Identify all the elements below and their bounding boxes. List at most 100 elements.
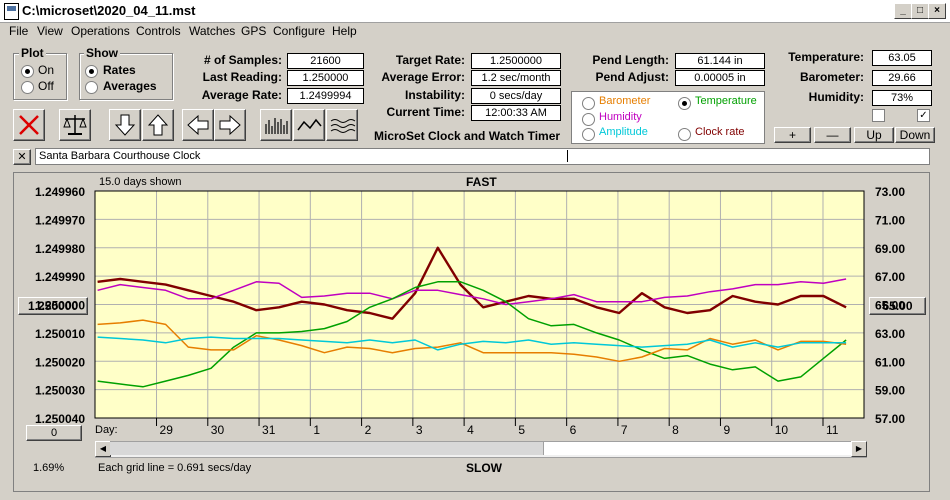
left-axis-tick: 1.249980	[35, 242, 85, 256]
left-axis-tick: 1.249990	[35, 270, 85, 284]
menu-operations[interactable]: Operations	[71, 24, 130, 38]
scrollbar-track	[110, 442, 543, 455]
current-time-label: Current Time:	[386, 105, 465, 119]
average-rate-label: Average Rate:	[201, 88, 282, 102]
last-reading-value: 1.250000	[287, 70, 364, 86]
sensor-checkbox-1[interactable]	[872, 109, 885, 122]
x-axis-tick: 1	[313, 423, 320, 437]
pend-length-label: Pend Length:	[592, 53, 669, 67]
percent-label: 1.69%	[33, 462, 65, 474]
x-axis-tick: 10	[775, 423, 789, 437]
menu-watches[interactable]: Watches	[189, 24, 236, 38]
series-barometer	[97, 319, 847, 363]
down-button[interactable]: Down	[895, 127, 935, 143]
scroll-up-button[interactable]	[142, 109, 174, 141]
plot-off-radio[interactable]	[21, 81, 34, 94]
average-error-label: Average Error:	[381, 70, 465, 84]
menu-view[interactable]: View	[37, 24, 63, 38]
target-rate-value: 1.2500000	[471, 53, 561, 69]
scrollbar-thumb[interactable]	[543, 442, 851, 455]
menu-gps[interactable]: GPS	[241, 24, 267, 38]
x-axis-tick: 30	[211, 423, 225, 437]
left-axis-tick: 1.250010	[35, 327, 85, 341]
line-view-button[interactable]	[293, 109, 325, 141]
plot-on-label: On	[38, 63, 55, 77]
up-button[interactable]: Up	[854, 127, 894, 143]
right-axis-tick: 57.00	[875, 412, 905, 426]
right-axis-tick: 69.00	[875, 242, 905, 256]
average-rate-value: 1.2499994	[287, 88, 364, 104]
arrow-up-icon	[147, 114, 169, 136]
x-axis-tick: 7	[621, 423, 628, 437]
red-x-icon	[19, 115, 39, 135]
samples-label: # of Samples:	[203, 53, 282, 67]
menu-help[interactable]: Help	[332, 24, 357, 38]
show-averages-radio[interactable]	[85, 81, 98, 94]
clock-name-input[interactable]: Santa Barbara Courthouse Clock	[35, 148, 930, 165]
left-axis-tick: 1.250020	[35, 355, 85, 369]
plot-group-title: Plot	[19, 46, 46, 60]
right-axis-tick: 71.00	[875, 213, 905, 227]
left-axis-tick: 1.249960	[35, 185, 85, 199]
series-humidity	[97, 278, 847, 306]
arrow-right-icon	[219, 114, 241, 136]
overlay-barometer-radio[interactable]	[582, 97, 595, 110]
last-reading-label: Last Reading:	[202, 70, 282, 84]
instability-value: 0 secs/day	[471, 88, 561, 104]
plot-border	[94, 190, 865, 419]
increase-button[interactable]: +	[774, 127, 811, 143]
sensor-checkbox-2[interactable]: ✓	[917, 109, 930, 122]
menu-controls[interactable]: Controls	[136, 24, 181, 38]
overlay-clock-rate-radio[interactable]	[678, 128, 691, 141]
arrow-left-icon	[187, 114, 209, 136]
overlay-temperature-label: Temperature	[695, 95, 757, 107]
bar-chart-icon	[265, 118, 288, 134]
x-axis-tick: 4	[467, 423, 474, 437]
overlay-humidity-label: Humidity	[599, 111, 642, 123]
overlay-temperature-radio[interactable]	[678, 97, 691, 110]
scroll-right-button[interactable]	[214, 109, 246, 141]
balance-button[interactable]	[59, 109, 91, 141]
show-averages-label: Averages	[103, 79, 157, 93]
scroll-down-button[interactable]	[109, 109, 141, 141]
scroll-left-button[interactable]	[182, 109, 214, 141]
x-axis-tick: 2	[365, 423, 372, 437]
humidity-label: Humidity:	[808, 90, 864, 104]
wave-view-button[interactable]	[326, 109, 358, 141]
right-axis-tick: 59.00	[875, 384, 905, 398]
x-axis-tick: 29	[160, 423, 174, 437]
average-error-value: 1.2 sec/month	[471, 70, 561, 86]
close-window-button[interactable]: ×	[928, 3, 946, 19]
menu-file[interactable]: File	[9, 24, 29, 38]
bars-view-button[interactable]	[260, 109, 292, 141]
arrow-down-icon	[114, 114, 136, 136]
center-temp-button[interactable]: 65.00	[869, 297, 926, 315]
overlay-amplitude-radio[interactable]	[582, 128, 595, 141]
decrease-button[interactable]: —	[814, 127, 851, 143]
show-group	[79, 53, 173, 100]
zero-button[interactable]: 0	[26, 425, 82, 441]
barometer-value: 29.66	[872, 70, 932, 86]
show-rates-radio[interactable]	[85, 65, 98, 78]
plot-on-radio[interactable]	[21, 65, 34, 78]
right-axis-tick: 61.00	[875, 355, 905, 369]
pend-length-value: 61.144 in	[675, 53, 765, 69]
scroll-right-arrow[interactable]: ▶	[851, 441, 867, 457]
current-time-value: 12:00:33 AM	[471, 105, 561, 121]
clear-button[interactable]	[13, 109, 45, 141]
close-name-button[interactable]: ✕	[13, 149, 31, 165]
overlay-clock-rate-label: Clock rate	[695, 126, 745, 138]
samples-value: 21600	[287, 53, 364, 69]
scroll-left-arrow[interactable]: ◀	[95, 441, 111, 457]
show-group-title: Show	[84, 46, 120, 60]
text-caret	[567, 150, 568, 162]
x-axis-tick: 9	[723, 423, 730, 437]
series-temperature	[97, 281, 847, 388]
center-rate-button[interactable]: 1.250000	[18, 297, 88, 315]
overlay-humidity-radio[interactable]	[582, 113, 595, 126]
left-axis-tick: 1.250040	[35, 412, 85, 426]
x-axis-tick: 31	[262, 423, 276, 437]
pend-adjust-label: Pend Adjust:	[595, 70, 669, 84]
menu-configure[interactable]: Configure	[273, 24, 326, 38]
